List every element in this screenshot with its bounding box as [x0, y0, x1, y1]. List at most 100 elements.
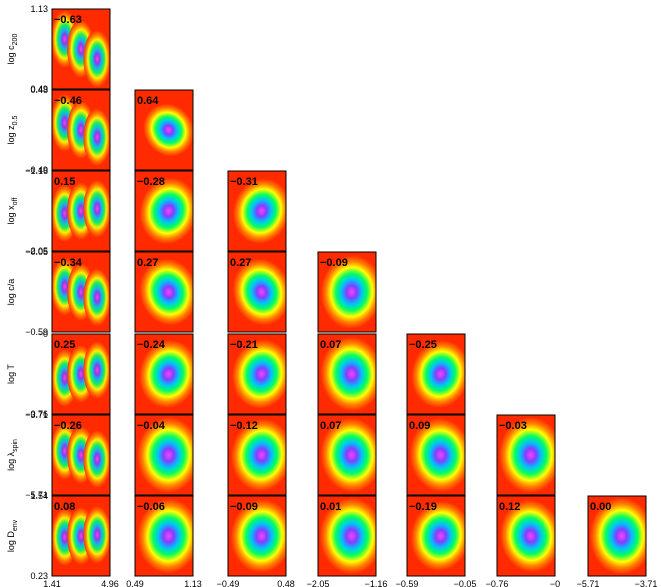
- correlation-label: −0.25: [409, 339, 437, 351]
- density-blob: [143, 103, 193, 157]
- panel-frame: [317, 251, 377, 333]
- y-tick-min: 0.23: [30, 571, 48, 581]
- density-blob: [499, 417, 555, 493]
- panel-frame: [51, 89, 111, 171]
- panel-frame: [227, 414, 287, 496]
- density-peak: [83, 179, 110, 238]
- panel-log-c-a-vs-log-c200: 0.27: [134, 251, 194, 333]
- panel-log-spin-vs-log-mvir: −0.26: [51, 414, 111, 496]
- density-blob: [232, 258, 286, 326]
- density-blob: [500, 499, 555, 573]
- density-contours: [500, 499, 555, 573]
- density-blob: [320, 336, 376, 412]
- correlation-label: −0.19: [409, 501, 437, 513]
- x-tick-min: −0.49: [217, 579, 240, 587]
- correlation-label: −0.06: [137, 501, 165, 513]
- panel-log-spin-vs-log-c200: −0.04: [134, 414, 194, 496]
- x-tick-max: 1.13: [184, 579, 202, 587]
- x-tick-max: −0.05: [454, 579, 477, 587]
- correlation-label: 0.12: [499, 501, 520, 513]
- density-contours: [139, 177, 193, 245]
- density-contours: [52, 10, 110, 88]
- y-axis-label: log T: [6, 364, 16, 384]
- density-blob: [320, 255, 376, 329]
- panel-frame: [51, 333, 111, 415]
- density-blob: [231, 418, 286, 492]
- y-tick-max: 1.54: [30, 491, 48, 501]
- panel-frame: [51, 8, 111, 90]
- panel-log-t-vs-log-z0-5: −0.21: [227, 333, 287, 415]
- panel-frame: [317, 495, 377, 577]
- correlation-label: −0.34: [54, 257, 83, 269]
- x-tick-min: 0.49: [126, 579, 144, 587]
- density-blob: [231, 339, 286, 409]
- density-blob: [320, 417, 376, 493]
- y-tick-max: 0.48: [30, 85, 48, 95]
- density-contours: [137, 498, 193, 574]
- density-peak: [83, 268, 110, 327]
- panel-log-spin-vs-log-c-a: 0.09: [406, 414, 466, 496]
- panel-frame: [406, 333, 466, 415]
- panel-log-z0-5-vs-log-mvir: −0.46: [51, 89, 111, 171]
- panel-frame: [51, 414, 111, 496]
- correlation-label: 0.64: [137, 95, 159, 107]
- panels-layer: −0.63 −0.46 0.64 0.15 −0.28 −0.31 −0.34 0.27 0.2…: [51, 8, 647, 577]
- correlation-label: −0.26: [54, 420, 82, 432]
- correlation-label: 0.25: [54, 339, 75, 351]
- y-tick-max: −0: [38, 329, 48, 339]
- panel-log-c-a-vs-log-mvir: −0.34: [51, 251, 111, 333]
- correlation-label: −0.09: [230, 501, 258, 513]
- panel-frame: [134, 333, 194, 415]
- x-tick-max: −3.71: [635, 579, 658, 587]
- correlation-label: 0.27: [137, 257, 158, 269]
- density-blob: [139, 177, 193, 245]
- density-contours: [137, 417, 193, 493]
- panel-frame: [51, 170, 111, 252]
- density-contours: [411, 340, 465, 408]
- density-contours: [52, 505, 110, 567]
- panel-log-denv-vs-log-c-a: −0.19: [406, 495, 466, 577]
- x-tick-max: −0: [550, 579, 560, 587]
- correlation-label: −0.21: [230, 339, 258, 351]
- density-blob: [137, 498, 193, 574]
- density-blob: [139, 258, 193, 326]
- density-contours: [139, 258, 193, 326]
- y-tick-min: −0.76: [25, 409, 48, 419]
- correlation-label: 0.07: [320, 339, 341, 351]
- x-tick-max: −1.16: [365, 579, 388, 587]
- x-tick-max: 0.48: [277, 579, 295, 587]
- y-tick-max: −3.71: [25, 410, 48, 420]
- x-tick-min: 1.41: [43, 579, 61, 587]
- panel-frame: [134, 89, 194, 171]
- density-peak: [83, 505, 110, 564]
- correlation-label: −0.63: [54, 14, 82, 26]
- y-tick-max: −1.16: [25, 166, 48, 176]
- correlation-label: −0.04: [137, 420, 166, 432]
- density-contours: [139, 340, 193, 408]
- density-contours: [52, 257, 110, 327]
- correlation-label: 0.07: [320, 420, 341, 432]
- density-contours: [320, 255, 376, 329]
- density-blob: [589, 497, 646, 575]
- x-tick-min: −0.59: [396, 579, 419, 587]
- density-contours: [52, 341, 110, 407]
- panel-frame: [227, 251, 287, 333]
- panel-frame: [406, 495, 466, 577]
- correlation-label: −0.03: [499, 420, 527, 432]
- density-blob: [409, 418, 465, 492]
- y-tick-min: −2.05: [25, 246, 48, 256]
- panel-log-denv-vs-log-z0-5: −0.09: [227, 495, 287, 577]
- density-peak: [83, 430, 110, 488]
- y-tick-min: −5.71: [25, 490, 48, 500]
- density-blob: [230, 499, 286, 573]
- x-tick-max: 4.96: [101, 579, 119, 587]
- density-contours: [409, 418, 465, 492]
- tick-labels-layer: 1.13 0.49 0.48 −0.49 −1.16 −2.05 −0.05 −0.59 −0 −…: [25, 4, 657, 587]
- panel-log-t-vs-log-xoff: 0.07: [317, 333, 377, 415]
- correlation-label: −0.09: [320, 257, 348, 269]
- y-axis-label: log c/a: [6, 279, 16, 306]
- density-blob: [139, 340, 193, 408]
- panel-log-spin-vs-log-t: −0.03: [496, 414, 556, 496]
- y-tick-max: 1.13: [30, 4, 48, 14]
